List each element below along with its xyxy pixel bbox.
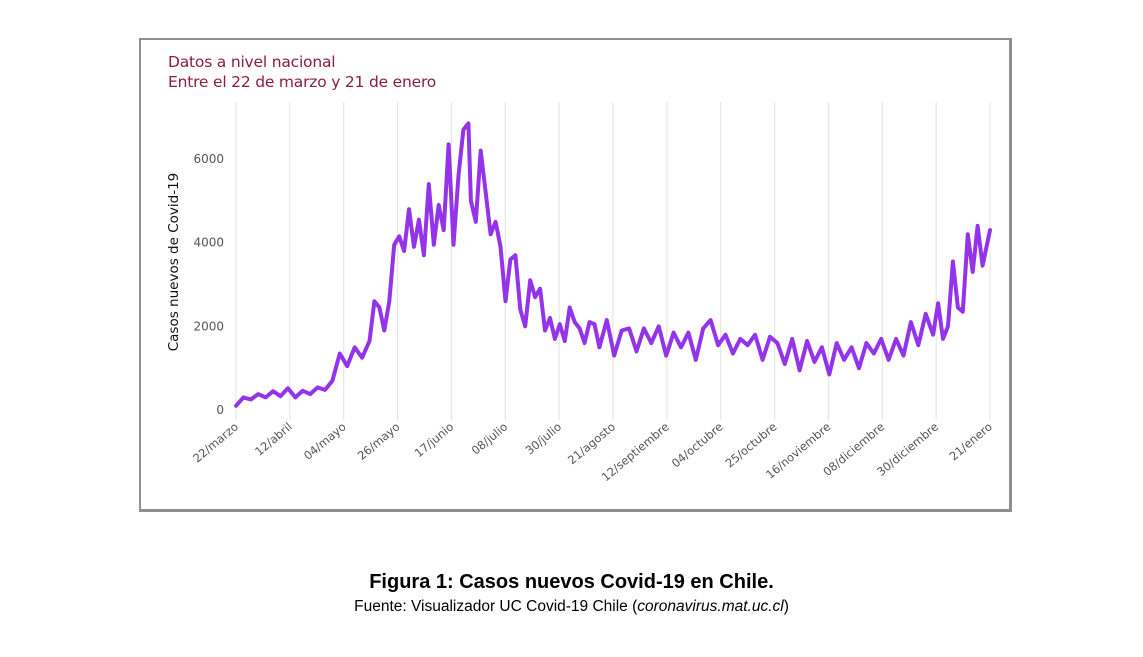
x-tick-label: 26/mayo (355, 420, 403, 463)
figure-caption-source: Fuente: Visualizador UC Covid-19 Chile (… (0, 598, 1143, 616)
x-tick-label: 04/octubre (669, 420, 726, 471)
x-axis-ticks: 22/marzo 12/abril 04/mayo 26/mayo 17/junio 08… (190, 420, 995, 485)
gridlines (235, 102, 991, 420)
x-tick-label: 12/abril (252, 420, 295, 459)
y-axis-label: Casos nuevos de Covid-19 (166, 173, 182, 352)
chart-subtitle-line2: Entre el 22 de marzo y 21 de enero (168, 73, 437, 91)
chart-subtitle-line1: Datos a nivel nacional (168, 53, 336, 71)
x-tick-label: 08/julio (469, 420, 510, 458)
chart-frame (139, 38, 1012, 512)
source-link: coronavirus.mat.uc.cl (637, 598, 784, 615)
y-axis-ticks: 0 2000 4000 6000 (193, 152, 224, 417)
x-tick-label: 21/enero (947, 420, 995, 464)
source-suffix: ) (783, 598, 789, 615)
x-tick-label: 22/marzo (190, 420, 241, 466)
x-tick-label: 25/octubre (723, 420, 780, 471)
series-line-casos-nuevos (234, 121, 992, 408)
y-tick-label: 0 (216, 403, 224, 417)
x-tick-label: 04/mayo (301, 420, 349, 463)
x-tick-label: 17/junio (412, 420, 457, 461)
x-tick-label: 30/julio (523, 420, 564, 458)
y-tick-label: 2000 (193, 319, 224, 333)
figure-caption-title: Figura 1: Casos nuevos Covid-19 en Chile… (369, 571, 774, 593)
y-tick-label: 6000 (193, 152, 224, 166)
y-tick-label: 4000 (193, 236, 224, 250)
x-tick-label: 21/agosto (565, 420, 618, 468)
source-prefix: Fuente: Visualizador UC Covid-19 Chile ( (354, 598, 638, 615)
